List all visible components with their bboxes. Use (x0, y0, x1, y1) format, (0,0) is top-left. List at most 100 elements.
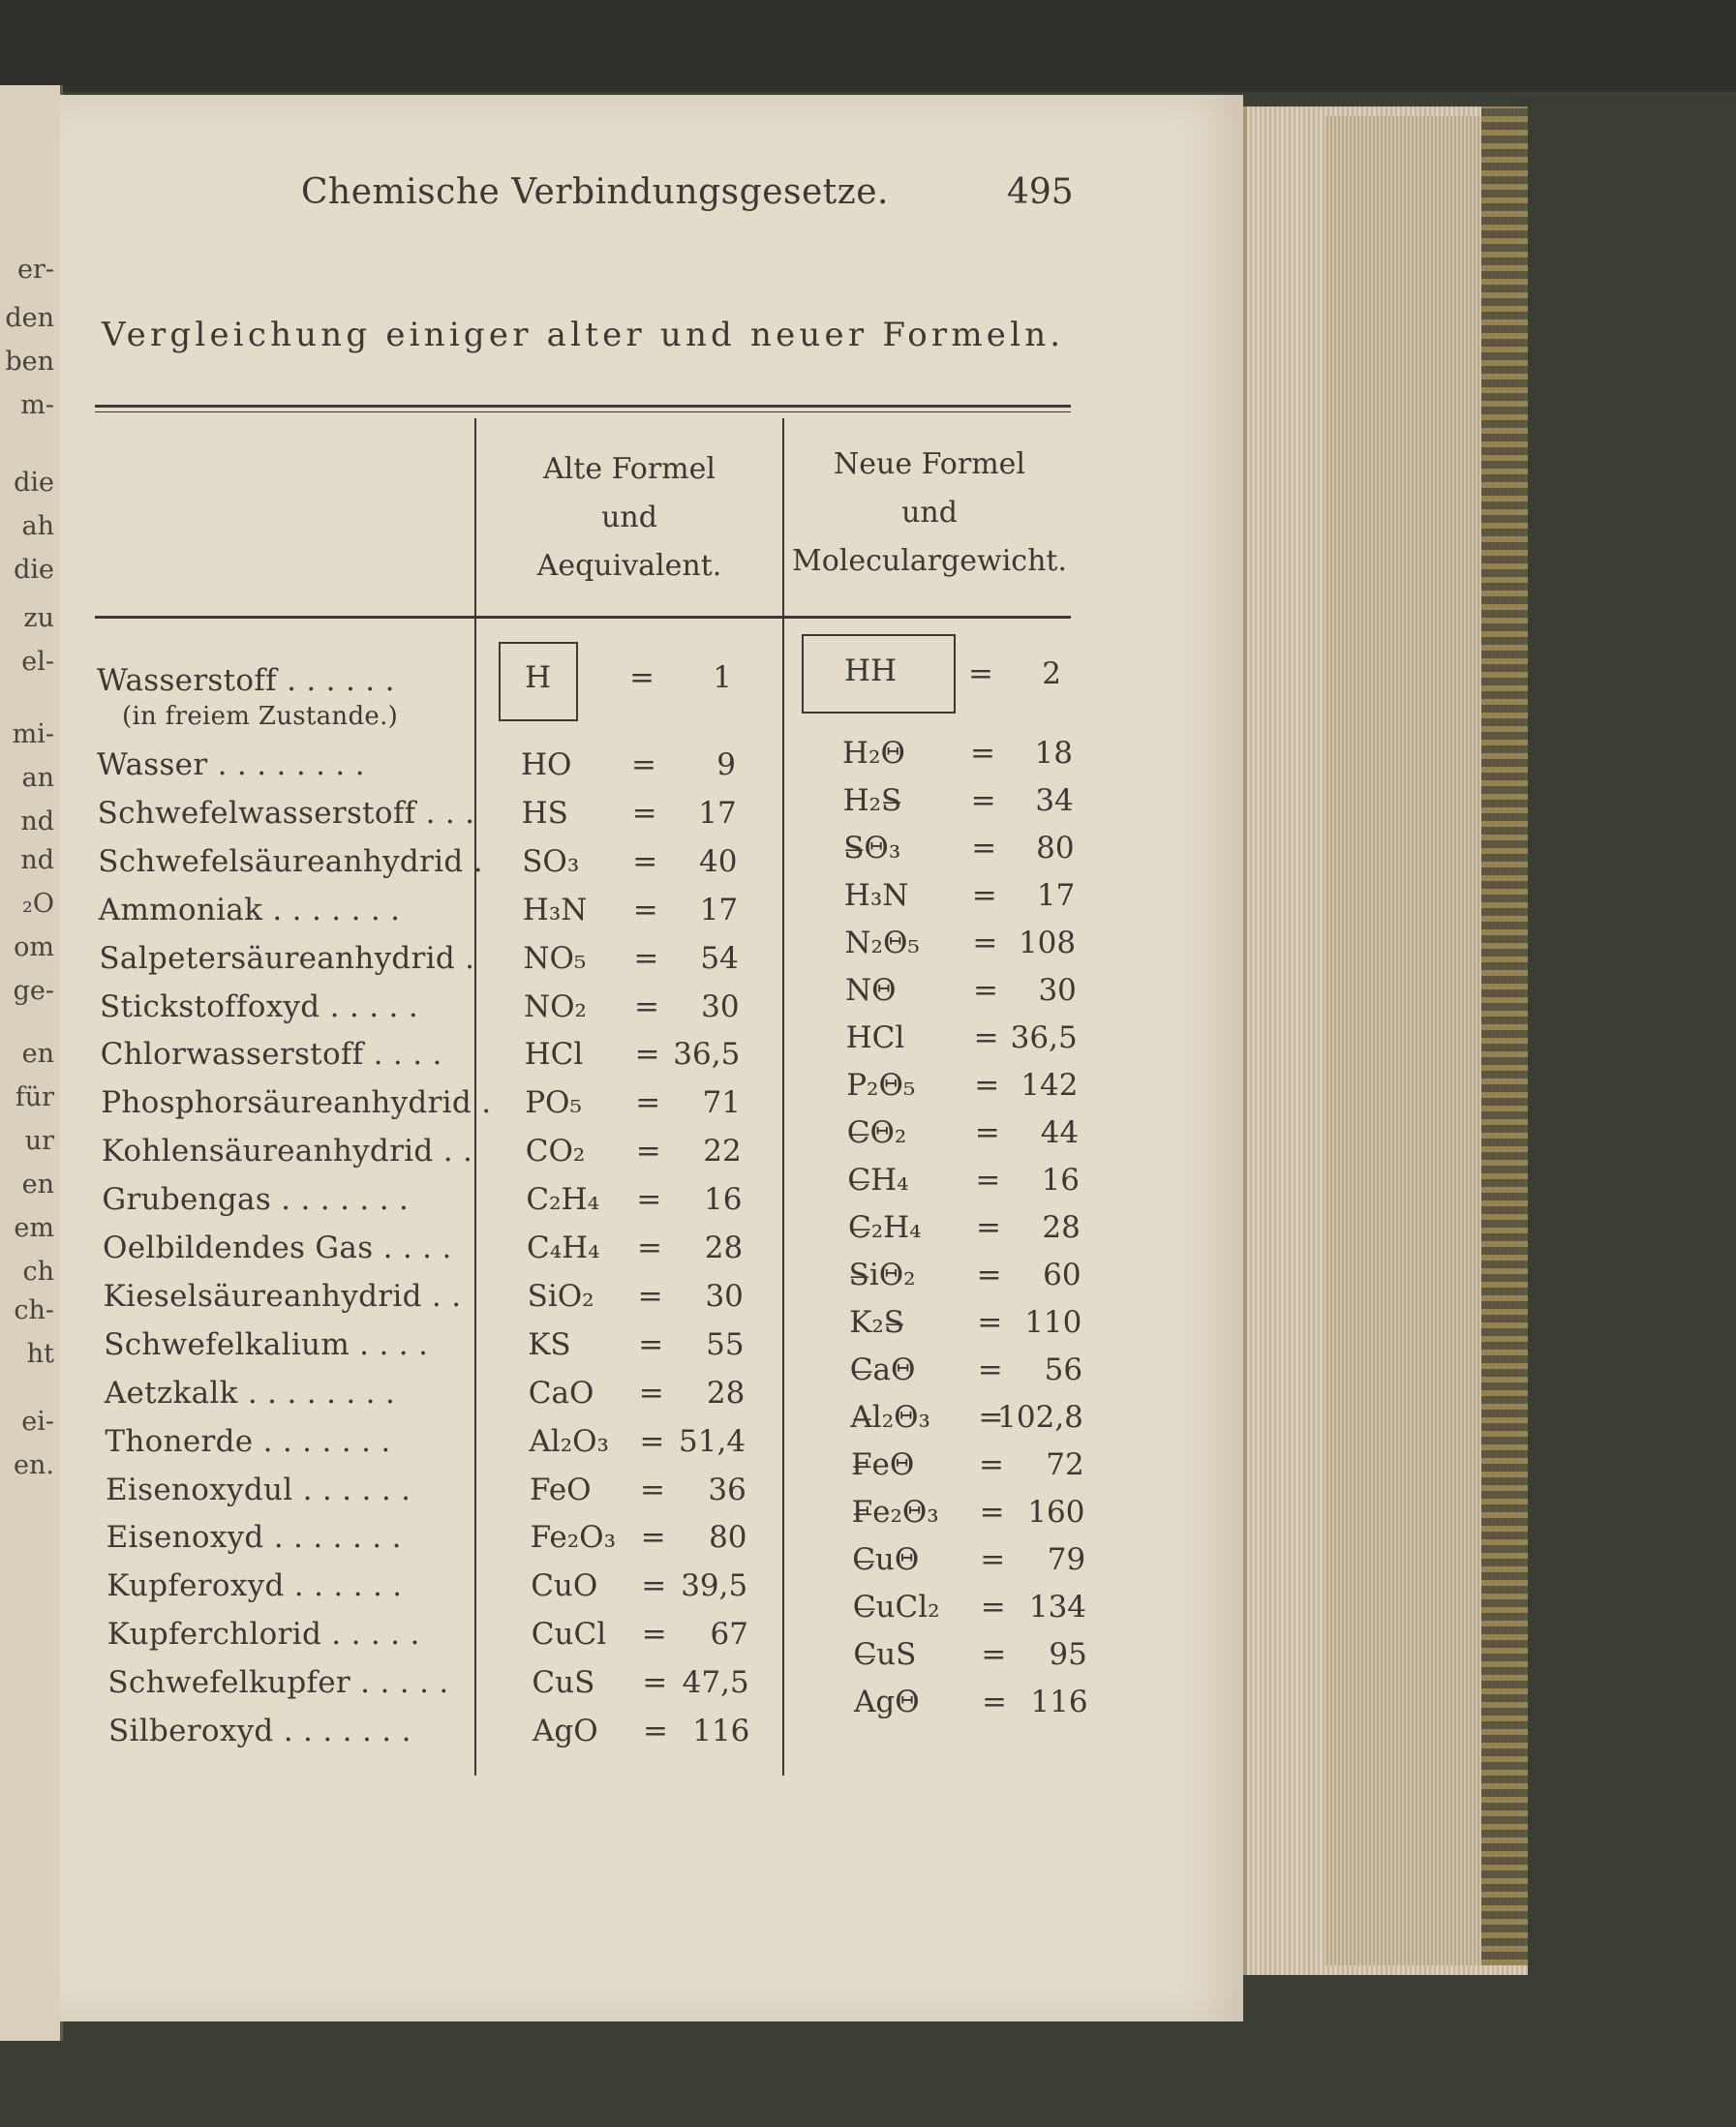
old-value: 51,4 (679, 1423, 746, 1459)
new-value: 28 (1042, 1210, 1081, 1245)
equals-sign: = (635, 1085, 661, 1121)
substance-name: Aetzkalk . . . . . . . . (104, 1375, 396, 1411)
header-new-line: und (901, 496, 958, 530)
old-value: 9 (716, 747, 736, 782)
new-value: 79 (1047, 1542, 1086, 1577)
left-page-fragment: an (21, 763, 55, 793)
substance-name: Kupferoxyd . . . . . . (107, 1568, 403, 1604)
old-formula: CaO (528, 1375, 594, 1411)
page (60, 95, 1243, 2021)
old-formula: NO₅ (523, 940, 587, 976)
equals-sign: = (972, 926, 998, 960)
new-value: 16 (1041, 1163, 1081, 1198)
new-formula: F̶eΘ (851, 1447, 915, 1482)
left-page-fragment: die (14, 468, 54, 498)
new-formula: C̶H₄ (847, 1163, 909, 1198)
old-value: 40 (698, 843, 738, 879)
equals-sign: = (973, 1020, 999, 1055)
left-page-fragment: om (14, 932, 54, 962)
equals-sign: = (971, 878, 997, 913)
new-value: 18 (1034, 736, 1073, 771)
equals-sign: = (977, 1352, 1003, 1387)
new-value: 80 (1036, 831, 1075, 866)
new-formula: C̶Θ₂ (846, 1115, 907, 1150)
header-old-line: und (601, 501, 657, 534)
equals-sign: = (635, 1134, 661, 1170)
old-formula: SO₃ (522, 843, 580, 879)
new-value: 116 (1030, 1685, 1088, 1719)
left-page-fragment: ah (21, 511, 55, 541)
equals-sign: = (981, 1637, 1007, 1672)
new-formula: H₂Θ (842, 736, 905, 771)
new-value: 34 (1035, 783, 1074, 818)
substance-note: (in freiem Zustande.) (122, 702, 399, 731)
old-value: 28 (704, 1231, 744, 1265)
equals-sign: = (640, 1472, 665, 1507)
substance-name: Ammoniak . . . . . . . (98, 892, 401, 927)
left-page-fragment: em (14, 1213, 54, 1243)
new-formula: AgΘ (854, 1685, 920, 1719)
equals-sign: = (633, 940, 659, 976)
header-old-line: Aequivalent. (536, 549, 722, 583)
equals-sign: = (631, 747, 656, 782)
new-formula: F̶e₂Θ₃ (851, 1495, 939, 1530)
new-formula: N₂Θ₅ (844, 926, 920, 960)
old-formula: SiO₂ (527, 1278, 594, 1314)
substance-name: Wasserstoff . . . . . . (97, 663, 395, 698)
old-value: 80 (709, 1520, 747, 1556)
equals-sign: = (975, 1163, 1001, 1198)
left-page-fragment: den (5, 303, 54, 333)
old-value: 47,5 (682, 1665, 749, 1701)
equals-sign: = (973, 973, 998, 1008)
old-formula: NO₂ (524, 988, 587, 1024)
left-page-fragment: ht (26, 1339, 54, 1369)
new-formula: S̶iΘ₂ (848, 1258, 916, 1292)
old-formula: CuCl (531, 1617, 607, 1653)
left-page-fragment: für (15, 1082, 54, 1112)
left-page-fragment: m- (20, 390, 54, 420)
old-formula: CuS (532, 1665, 595, 1701)
substance-name: Thonerde . . . . . . . (105, 1423, 391, 1459)
new-formula: HCl (845, 1020, 905, 1055)
old-formula: CO₂ (525, 1134, 586, 1170)
column-divider-1 (474, 418, 476, 1776)
equals-sign: = (643, 1714, 668, 1748)
old-formula: Fe₂O₃ (530, 1520, 617, 1556)
new-value: 17 (1036, 878, 1076, 913)
new-value: 142 (1020, 1068, 1079, 1103)
header-new-line: Moleculargewicht. (791, 544, 1068, 578)
old-formula: HS (521, 795, 568, 831)
equals-sign: = (631, 795, 657, 831)
new-formula: C̶uCl₂ (852, 1590, 940, 1625)
new-formula-box (802, 634, 956, 714)
substance-name: Oelbildendes Gas . . . . (103, 1231, 452, 1265)
old-value: 17 (699, 892, 739, 927)
new-formula: H₃N (843, 878, 909, 913)
new-value: 56 (1044, 1352, 1083, 1387)
substance-name: Salpetersäureanhydrid . (99, 940, 475, 976)
equals-sign: = (637, 1231, 662, 1265)
equals-sign: = (980, 1542, 1006, 1577)
header-new: Neue Formel und Moleculargewicht. (784, 441, 1075, 586)
old-value: 1 (713, 660, 732, 695)
equals-sign: = (979, 1447, 1004, 1482)
new-formula: C̶uS (853, 1637, 917, 1672)
old-value: 71 (702, 1085, 742, 1121)
old-formula: KS (528, 1326, 571, 1362)
left-page-fragment: ch (22, 1257, 54, 1287)
old-value: 17 (698, 795, 737, 831)
equals-sign: = (641, 1617, 667, 1653)
top-rule-thin (95, 411, 1071, 412)
substance-name: Schwefelkalium . . . . (104, 1326, 429, 1362)
old-formula: Al₂O₃ (529, 1423, 609, 1459)
equals-sign: = (982, 1685, 1007, 1719)
equals-sign: = (970, 783, 996, 818)
equals-sign: = (632, 843, 658, 879)
equals-sign: = (976, 1258, 1002, 1292)
old-formula: C₂H₄ (526, 1182, 599, 1218)
equals-sign: = (977, 1305, 1003, 1340)
substance-name: Chlorwasserstoff . . . . (100, 1037, 442, 1073)
substance-name: Schwefelwasserstoff . . . (97, 795, 475, 831)
old-formula: C₄H₄ (527, 1231, 600, 1265)
equals-sign: = (970, 736, 995, 771)
